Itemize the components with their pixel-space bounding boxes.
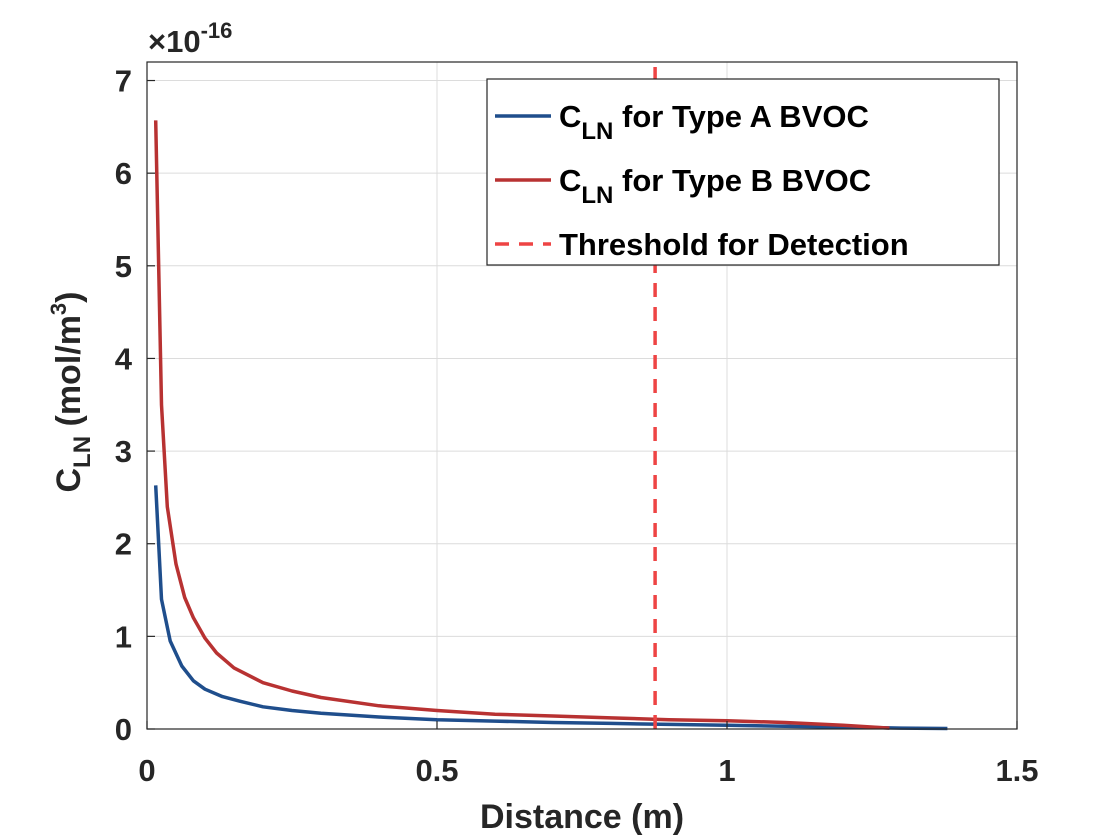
y-tick-label: 0 [115,712,132,747]
x-tick-label: 0 [138,753,155,788]
axis-ticks: 0 0.5 1 1.5 0 1 2 3 4 5 6 7 [115,64,1039,788]
legend-label-2: Threshold for Detection [559,227,909,262]
legend-label-1: CLN for Type B BVOC [559,163,871,209]
y-axis-multiplier: ×10-16 [148,18,232,59]
y-tick-label: 5 [115,249,132,284]
legend: CLN for Type A BVOC CLN for Type B BVOC Th… [486,78,1000,266]
y-axis-title: CLN (mol/m3) [46,291,96,492]
series-line-0 [153,485,948,731]
plot-area-frame [146,61,1018,730]
legend-label-0: CLN for Type A BVOC [559,99,869,145]
x-tick-label: 0.5 [415,753,458,788]
y-tick-label: 6 [115,156,132,191]
series-line-1 [153,120,890,730]
legend-box [486,78,1000,266]
x-axis-title: Distance (m) [480,798,684,836]
y-tick-label: 1 [115,619,132,654]
y-tick-label: 2 [115,527,132,562]
x-tick-label: 1 [718,753,735,788]
y-tick-label: 7 [115,64,132,99]
y-tick-label: 3 [115,434,132,469]
y-tick-label: 4 [115,341,133,376]
x-tick-label: 1.5 [995,753,1038,788]
